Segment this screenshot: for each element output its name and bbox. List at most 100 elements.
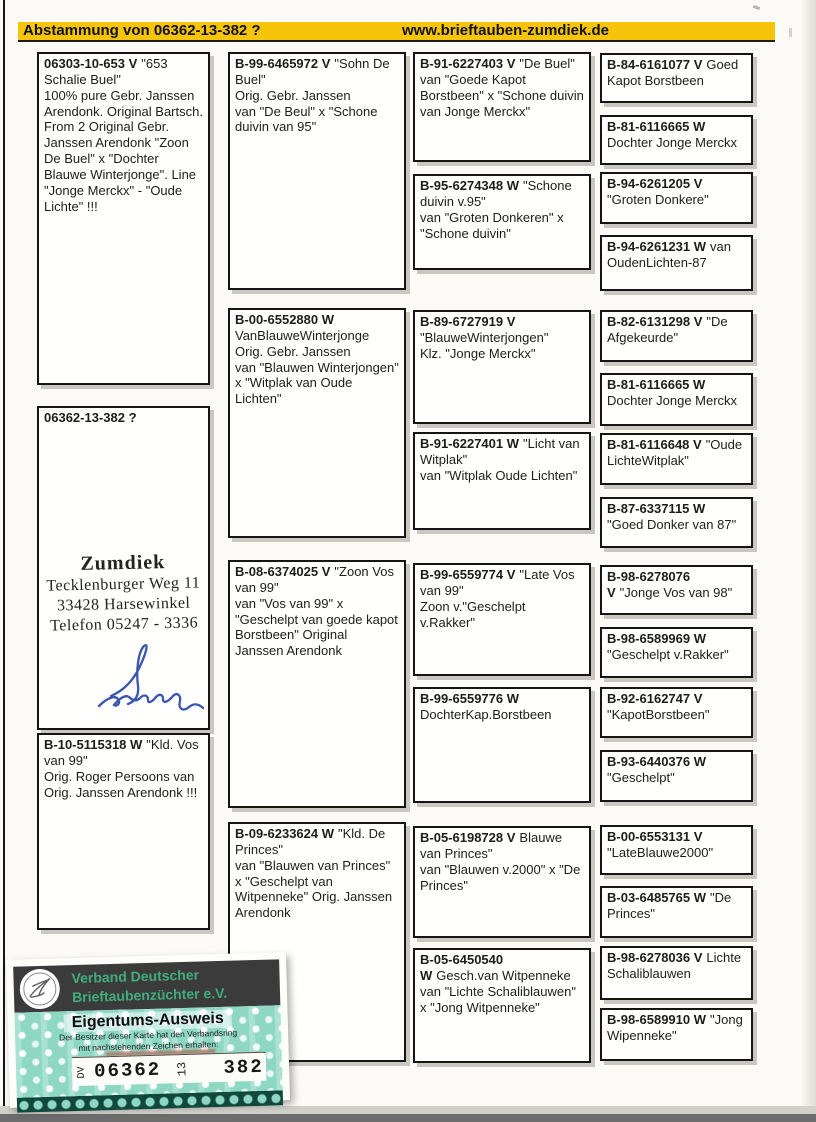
bird-name: "Kld. Vos van 99" <box>44 737 199 768</box>
pedigree-box-653-schalie-buel: 06303-10-653 V "653 Schalie Buel" 100% pu… <box>37 52 210 385</box>
pedigree-box-licht-van-witplak: B-91-6227401 W "Licht van Witplak" van "W… <box>413 432 591 530</box>
breeder-address-stamp: Zumdiek Tecklenburger Weg 11 33428 Harse… <box>38 549 209 637</box>
ring-number: B-91-6227403 V <box>420 56 516 71</box>
bird-description: van "Blauwen van Princes" x "Geschelpt v… <box>235 857 393 921</box>
bird-description: DochterKap.Borstbeen <box>420 706 552 722</box>
bird-description: Dochter Jonge Merckx <box>607 392 738 408</box>
pedigree-box-jonge-vos-van-98: B-98-6278076 V "Jonge Vos van 98" <box>600 565 753 615</box>
pedigree-box-de-princes: B-03-6485765 W "De Princes" <box>600 886 753 938</box>
breeder-name: Zumdiek <box>80 551 166 575</box>
bird-name: "De Buel" <box>519 56 575 71</box>
pedigree-box-jong-wipenneke: B-98-6589910 W "Jong Wipenneke" <box>600 1008 753 1061</box>
bird-description: "Groten Donkere" <box>607 191 709 207</box>
ring-number: B-98-6278076 V <box>607 569 691 600</box>
pedigree-box-sohn-de-buel: B-99-6465972 V "Sohn De Buel" Orig. Gebr.… <box>228 52 406 290</box>
ring-number: B-00-6553131 V <box>607 829 703 844</box>
ring-number: B-10-5115318 W <box>44 737 143 752</box>
pedigree-box-gesch-van-witpenneke: B-05-6450540 W Gesch.van Witpenneke van "… <box>413 948 591 1063</box>
ring-number: B-81-6116665 W <box>607 377 706 392</box>
ring-number: B-89-6727919 V <box>420 314 516 329</box>
pedigree-box-late-vos-van-99: B-99-6559774 V "Late Vos van 99" Zoon v."… <box>413 563 591 676</box>
bird-description: VanBlauweWinterjonge Orig. Gebr. Janssen… <box>235 327 399 407</box>
ring-number: B-98-6589910 W <box>607 1012 706 1027</box>
ring-number: B-09-6233624 W <box>235 826 334 841</box>
ring-year: 13 <box>175 1061 190 1077</box>
pedigree-box-goed-donker-van-87: B-87-6337115 W "Goed Donker van 87" <box>600 497 753 548</box>
pedigree-box-late-blauwe-2000: B-00-6553131 V "LateBlauwe2000" <box>600 825 753 875</box>
bird-name: "Jong Wipenneke" <box>607 1012 743 1043</box>
ring-prefix: DV <box>76 1065 88 1079</box>
header-bar: Abstammung von 06362-13-382 ? www.brieft… <box>18 22 775 42</box>
bird-description: van "Witplak Oude Lichten" <box>420 467 578 483</box>
bird-description: van "Blauwen v.2000" x "De Princes" <box>420 861 581 893</box>
signature <box>97 644 205 711</box>
scan-speck <box>752 4 761 11</box>
pedigree-box-dochter-jonge-merckx-2: B-81-6116665 W Dochter Jonge Merckx <box>600 373 753 426</box>
bird-name: "Oude LichteWitplak" <box>607 437 743 468</box>
bird-name: "Schone duivin v.95" <box>420 178 572 209</box>
pedigree-box-goed-kapot-borstbeen: B-84-6161077 V Goed Kapot Borstbeen <box>600 53 753 103</box>
pedigree-box-lichte-schaliblauwen: B-98-6278036 V Lichte Schaliblauwen <box>600 946 753 1000</box>
bird-description: "Goed Donker van 87" <box>607 516 737 532</box>
bird-name: "Kld. De Princes" <box>235 826 386 857</box>
ring-number: B-92-6162747 V <box>607 691 703 706</box>
dove-logo-icon <box>19 968 61 1010</box>
ring-number: B-87-6337115 W <box>607 501 706 516</box>
ring-number: B-91-6227401 W <box>420 436 519 451</box>
ring-number: B-08-6374025 V <box>235 564 331 579</box>
bird-description: van "Lichte Schaliblauwen" x "Jong Witpe… <box>420 983 576 1015</box>
bird-description: Zoon v."Geschelpt v.Rakker" <box>420 598 526 630</box>
ring-number: B-93-6440376 W <box>607 754 706 769</box>
ring-main-number: 06362 <box>93 1058 162 1083</box>
bird-description: "Geschelpt" <box>607 769 675 785</box>
bird-name: Lichte Schaliblauwen <box>607 950 742 981</box>
bird-description: Orig. Gebr. Janssen van "De Beul" x "Sch… <box>235 87 378 135</box>
bird-description: Orig. Roger Persoons van Orig. Janssen A… <box>44 768 198 800</box>
pedigree-box-zoon-vos-van-99: B-08-6374025 V "Zoon Vos van 99" van "Vos… <box>228 560 406 808</box>
pedigree-box-geschelpt-v-rakker: B-98-6589969 W "Geschelpt v.Rakker" <box>600 627 753 678</box>
bird-name: "Late Vos van 99" <box>420 567 575 598</box>
bird-description: Dochter Jonge Merckx <box>607 134 738 150</box>
bird-name: "Sohn De Buel" <box>235 56 390 87</box>
pedigree-box-oude-lichte-witplak: B-81-6116648 V "Oude LichteWitplak" <box>600 433 753 485</box>
ring-number: B-94-6261231 W <box>607 239 706 254</box>
ring-number: B-99-6465972 V <box>235 56 331 71</box>
pedigree-box-kld-vos-van-99: B-10-5115318 W "Kld. Vos van 99" Orig. Ro… <box>37 733 210 930</box>
pedigree-box-kapot-borstbeen: B-92-6162747 V "KapotBorstbeen" <box>600 687 753 738</box>
bird-description: "Geschelpt v.Rakker" <box>607 646 729 662</box>
page-title: Abstammung von 06362-13-382 ? <box>23 22 261 39</box>
bird-name: van OudenLichten-87 <box>607 239 731 270</box>
breeder-phone: Telefon 05247 - 3336 <box>50 614 199 635</box>
ring-number: B-95-6274348 W <box>420 178 519 193</box>
pedigree-box-blauwe-winterjongen: B-89-6727919 V "BlauweWinterjongen" Klz.… <box>413 310 591 424</box>
ownership-certificate-card: Verband Deutscher Brieftaubenzüchter e.V… <box>5 952 291 1113</box>
bird-name: Gesch.van Witpenneke <box>436 967 571 983</box>
scan-speck <box>789 28 792 37</box>
certificate-pattern-area: Eigentums-Ausweis Der Besitzer dieser Ka… <box>14 1005 283 1098</box>
bird-description: "LateBlauwe2000" <box>607 844 714 860</box>
ring-number-strip: DV 06362 13 382 <box>71 1051 267 1087</box>
ring-number: 06362-13-382 ? <box>44 410 137 425</box>
pedigree-box-dochter-kap-borstbeen: B-99-6559776 W DochterKap.Borstbeen <box>413 687 591 803</box>
scan-edge-artifact <box>0 1106 816 1114</box>
bird-description: van "Groten Donkeren" x "Schone duivin" <box>420 209 564 241</box>
bird-description: "BlauweWinterjongen" Klz. "Jonge Merckx" <box>420 329 549 361</box>
ring-number: B-81-6116648 V <box>607 437 702 452</box>
bird-name: Goed Kapot Borstbeen <box>607 57 739 88</box>
bird-name: "Jonge Vos van 98" <box>619 584 733 600</box>
pedigree-box-geschelpt: B-93-6440376 W "Geschelpt" <box>600 750 753 802</box>
pedigree-box-groten-donkere: B-94-6261205 V "Groten Donkere" <box>600 172 753 224</box>
bird-description: van "Goede Kapot Borstbeen" x "Schone du… <box>420 71 584 119</box>
bird-name: "Zoon Vos van 99" <box>235 564 394 595</box>
ring-number: B-00-6552880 W <box>235 312 334 327</box>
ring-number: B-82-6131298 V <box>607 314 703 329</box>
scan-edge-artifact <box>0 1114 816 1122</box>
bird-description: "KapotBorstbeen" <box>607 706 710 722</box>
certificate-header-band: Verband Deutscher Brieftaubenzüchter e.V… <box>13 959 281 1013</box>
ring-number: B-98-6589969 W <box>607 631 706 646</box>
bird-name: "Licht van Witplak" <box>420 436 580 467</box>
bird-description: 100% pure Gebr. Janssen Arendonk. Origin… <box>44 87 203 214</box>
ring-number: B-98-6278036 V <box>607 950 703 965</box>
pedigree-box-van-blauwe-winterjonge: B-00-6552880 W VanBlauweWinterjonge Orig… <box>228 308 406 538</box>
